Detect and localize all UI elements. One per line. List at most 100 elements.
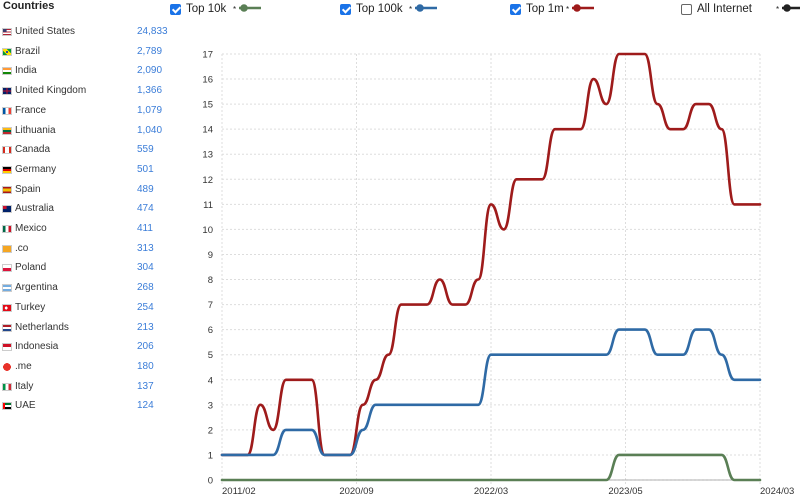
country-count[interactable]: 124 <box>137 400 154 412</box>
checkbox-unchecked[interactable] <box>681 4 692 15</box>
y-tick-label: 7 <box>208 300 213 311</box>
country-count[interactable]: 411 <box>137 223 153 234</box>
country-count[interactable]: 304 <box>137 262 154 274</box>
country-name[interactable]: India <box>15 65 37 77</box>
y-tick-label: 12 <box>202 175 213 186</box>
flag-lt-icon <box>2 126 12 135</box>
chart-series <box>220 52 762 482</box>
checkbox-checked[interactable] <box>510 4 521 15</box>
country-count[interactable]: 1,040 <box>137 124 163 136</box>
country-count[interactable]: 206 <box>137 341 154 353</box>
country-count[interactable]: 180 <box>137 360 154 372</box>
svg-text:*: * <box>233 5 236 14</box>
flag-pl-icon <box>2 264 12 273</box>
series-line-top-1m[interactable] <box>220 52 762 457</box>
country-name[interactable]: Turkey <box>15 301 46 313</box>
country-name[interactable]: Germany <box>15 163 57 175</box>
country-count[interactable]: 137 <box>137 380 154 392</box>
country-name[interactable]: .me <box>15 360 32 372</box>
checkbox-checked[interactable] <box>170 4 181 15</box>
country-row[interactable]: Netherlands 213 <box>2 320 174 338</box>
country-count[interactable]: 268 <box>137 282 154 294</box>
x-tick-label: 2024/03 <box>760 486 794 497</box>
country-count[interactable]: 313 <box>137 242 154 254</box>
country-row[interactable]: Argentina 268 <box>2 280 174 298</box>
flag-es-icon <box>2 185 12 194</box>
legend-swatch-icon: * <box>233 4 261 14</box>
country-row[interactable]: Indonesia 206 <box>2 339 174 357</box>
country-count[interactable]: 489 <box>137 183 154 195</box>
country-row[interactable]: United States 24,833 <box>2 24 174 42</box>
country-name[interactable]: France <box>15 104 47 116</box>
chart-legend: Top 10k * Top 100k * Top 1m * All Internet * <box>170 0 800 20</box>
series-line-top-100k[interactable] <box>220 328 762 457</box>
country-count[interactable]: 559 <box>137 144 154 156</box>
flag-mx-icon <box>2 225 12 233</box>
countries-sidebar: Countries United States 24,833 Brazil 2,789… <box>0 0 175 498</box>
y-tick-label: 13 <box>202 150 213 161</box>
country-name[interactable]: Mexico <box>15 223 47 234</box>
flag-in-icon <box>2 67 12 76</box>
country-row[interactable]: Brazil 2,789 <box>2 44 174 62</box>
flag-fr-icon <box>2 106 12 115</box>
country-count[interactable]: 501 <box>137 163 154 175</box>
y-tick-label: 5 <box>208 350 213 361</box>
checkbox-checked[interactable] <box>340 4 351 15</box>
country-name[interactable]: United States <box>15 26 76 37</box>
y-tick-label: 8 <box>208 275 213 286</box>
country-name[interactable]: UAE <box>15 400 36 412</box>
y-tick-label: 16 <box>202 75 213 86</box>
legend-label: Top 10k <box>186 3 227 15</box>
country-count[interactable]: 213 <box>137 321 154 333</box>
country-row[interactable]: Spain 489 <box>2 182 174 200</box>
legend-swatch-icon: * <box>566 4 595 14</box>
country-count[interactable]: 2,090 <box>137 65 163 77</box>
y-tick-label: 9 <box>208 250 213 261</box>
chart-grid <box>221 53 761 485</box>
country-name[interactable]: Indonesia <box>15 341 59 353</box>
country-name[interactable]: Poland <box>15 262 47 274</box>
y-tick-label: 14 <box>202 125 213 136</box>
country-row[interactable]: .co 313 <box>2 241 174 259</box>
country-row[interactable]: .me 180 <box>2 359 174 377</box>
country-name[interactable]: Argentina <box>15 282 58 294</box>
x-tick-label: 2011/02 <box>222 486 256 497</box>
country-count[interactable]: 1,366 <box>137 85 163 97</box>
y-tick-label: 17 <box>202 50 213 61</box>
country-count[interactable]: 2,789 <box>137 45 163 57</box>
y-tick-label: 3 <box>208 400 213 411</box>
country-count[interactable]: 474 <box>137 203 154 215</box>
svg-text:*: * <box>776 5 779 14</box>
y-tick-label: 6 <box>208 325 213 336</box>
country-row[interactable]: Australia 474 <box>2 201 174 219</box>
flag-au-icon <box>2 205 12 214</box>
country-name[interactable]: Italy <box>15 380 34 392</box>
country-row[interactable]: Mexico 411 <box>2 221 174 239</box>
y-tick-label: 15 <box>202 100 213 111</box>
country-row[interactable]: Italy 137 <box>2 379 174 397</box>
country-row[interactable]: France 1,079 <box>2 103 174 121</box>
country-name[interactable]: United Kingdom <box>15 85 87 97</box>
country-name[interactable]: Canada <box>15 144 51 156</box>
country-name[interactable]: Brazil <box>15 45 41 57</box>
series-line-top-10k[interactable] <box>220 453 762 482</box>
country-name[interactable]: Australia <box>15 203 54 215</box>
country-row[interactable]: Lithuania 1,040 <box>2 123 174 141</box>
country-name[interactable]: .co <box>15 242 29 254</box>
country-row[interactable]: United Kingdom 1,366 <box>2 83 174 101</box>
flag-gb-icon <box>2 87 12 96</box>
country-row[interactable]: UAE 124 <box>2 398 174 416</box>
svg-text:*: * <box>566 5 569 14</box>
country-name[interactable]: Lithuania <box>15 124 56 136</box>
country-row[interactable]: Canada 559 <box>2 142 174 160</box>
country-count[interactable]: 1,079 <box>137 104 163 116</box>
country-row[interactable]: Germany 501 <box>2 162 174 180</box>
country-row[interactable]: Turkey 254 <box>2 300 174 318</box>
country-name[interactable]: Netherlands <box>15 321 69 333</box>
country-count[interactable]: 24,833 <box>137 26 168 37</box>
country-count[interactable]: 254 <box>137 301 154 313</box>
country-row[interactable]: Poland 304 <box>2 260 174 278</box>
flag-ca-icon <box>2 146 12 155</box>
country-name[interactable]: Spain <box>15 183 41 195</box>
country-row[interactable]: India 2,090 <box>2 63 174 81</box>
